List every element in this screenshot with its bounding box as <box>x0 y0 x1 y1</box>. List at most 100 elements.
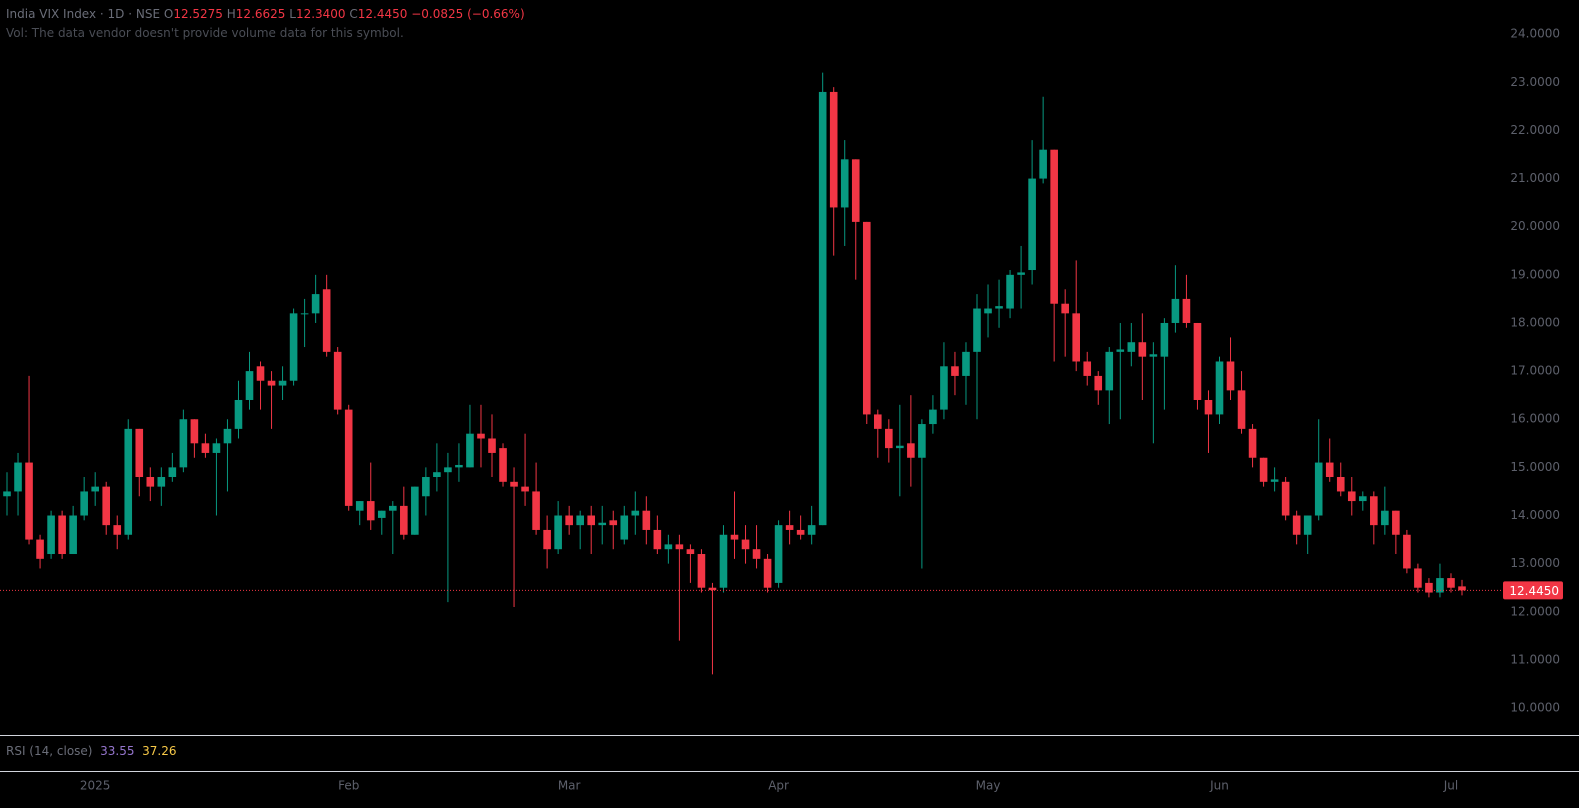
candle-body <box>377 510 386 518</box>
candle-body <box>355 501 364 511</box>
candle-body <box>929 409 937 425</box>
candle-body <box>444 467 452 473</box>
candle-body <box>135 428 144 478</box>
candle-body <box>1127 342 1136 352</box>
candle-body <box>686 549 695 555</box>
candle-body <box>168 467 177 478</box>
candle-body <box>477 433 485 439</box>
candle-body <box>1347 491 1356 502</box>
candle-body <box>1237 390 1246 429</box>
y-tick-label: 10.0000 <box>1510 701 1560 715</box>
candle-body <box>1436 578 1444 593</box>
candle-body <box>190 419 199 444</box>
candle-body <box>1226 361 1235 391</box>
candle-body <box>774 525 783 583</box>
candle-body <box>862 221 871 415</box>
volume-note: Vol: The data vendor doesn't provide vol… <box>6 26 404 40</box>
y-tick-label: 17.0000 <box>1510 364 1560 378</box>
label: L <box>289 7 296 21</box>
candle-body <box>1072 313 1081 362</box>
candle-body <box>69 515 77 555</box>
candle-body <box>554 515 562 550</box>
symbol: India VIX Index · 1D · NSE <box>6 7 161 21</box>
candle-body <box>1061 303 1069 314</box>
candle-body <box>1149 354 1158 357</box>
candle-body <box>510 481 518 487</box>
y-tick-label: 21.0000 <box>1510 171 1560 185</box>
candle-body <box>102 486 111 526</box>
candle-body <box>300 313 309 315</box>
x-tick-label: Feb <box>338 779 359 793</box>
candle-body <box>1370 496 1378 526</box>
candle-body <box>1006 274 1014 309</box>
candle-body <box>1292 515 1301 535</box>
label: C <box>349 7 358 21</box>
candle-body <box>1425 582 1433 593</box>
candle-body <box>851 159 860 222</box>
candle-body <box>1314 462 1323 516</box>
x-tick-label: Apr <box>768 779 789 793</box>
candle-body <box>212 443 221 453</box>
open-value: 12.5275 <box>173 7 223 21</box>
candle-body <box>896 445 904 449</box>
candle-body <box>411 486 419 535</box>
candle-body <box>719 534 728 588</box>
candle-body <box>1403 534 1411 569</box>
candle-body <box>951 366 959 376</box>
x-tick-label: Jul <box>1443 779 1458 793</box>
candle-body <box>1248 428 1257 458</box>
candle-body <box>642 510 651 530</box>
candle-body <box>708 587 717 591</box>
y-tick-label: 23.0000 <box>1510 75 1560 89</box>
candle-body <box>14 462 22 492</box>
y-tick-label: 24.0000 <box>1510 27 1560 41</box>
candle-body <box>752 549 761 559</box>
candle-body <box>1039 149 1047 179</box>
candle-body <box>829 91 838 208</box>
candle-body <box>3 491 11 497</box>
candle-body <box>1259 457 1268 482</box>
candle-body <box>256 366 265 381</box>
candle-body <box>873 414 882 429</box>
candle-body <box>1270 479 1279 482</box>
candle-body <box>796 529 805 535</box>
candle-body <box>587 515 596 526</box>
candle-body <box>146 477 155 487</box>
rsi-legend: RSI (14, close) 33.55 37.26 <box>6 744 176 758</box>
candle-body <box>1414 568 1422 588</box>
y-tick-label: 12.0000 <box>1510 604 1560 618</box>
candle-body <box>58 515 66 555</box>
x-tick-label: 2025 <box>80 779 111 793</box>
candle-body <box>543 529 551 550</box>
candle-body <box>1105 351 1114 391</box>
candle-body <box>598 522 607 526</box>
candle-body <box>818 91 827 526</box>
candle-body <box>741 539 750 550</box>
candle-body <box>653 529 662 550</box>
last-price-box <box>1503 581 1563 600</box>
candle-body <box>1358 496 1367 502</box>
candle-body <box>521 486 529 492</box>
candle-body <box>366 501 375 521</box>
candle-body <box>201 443 210 453</box>
candle-body <box>1193 322 1202 400</box>
candle-body <box>907 443 915 458</box>
candle-body <box>1138 342 1147 357</box>
candle-body <box>488 438 496 453</box>
candle-body <box>47 515 55 555</box>
candle-body <box>36 539 44 559</box>
y-tick-label: 11.0000 <box>1510 652 1560 666</box>
candle-body <box>1017 272 1025 275</box>
x-tick-label: Jun <box>1209 779 1229 793</box>
candle-body <box>1303 515 1312 535</box>
candle-body <box>984 308 992 314</box>
candle-body <box>1204 399 1213 415</box>
candle-body <box>234 399 243 429</box>
candle-body <box>1458 586 1466 591</box>
candle-body <box>1160 322 1169 357</box>
candle-body <box>267 380 276 386</box>
label: O <box>163 7 174 21</box>
candle-body <box>1028 178 1036 271</box>
legend-header: India VIX Index · 1D · NSE O12.5275 H12.… <box>6 7 525 21</box>
